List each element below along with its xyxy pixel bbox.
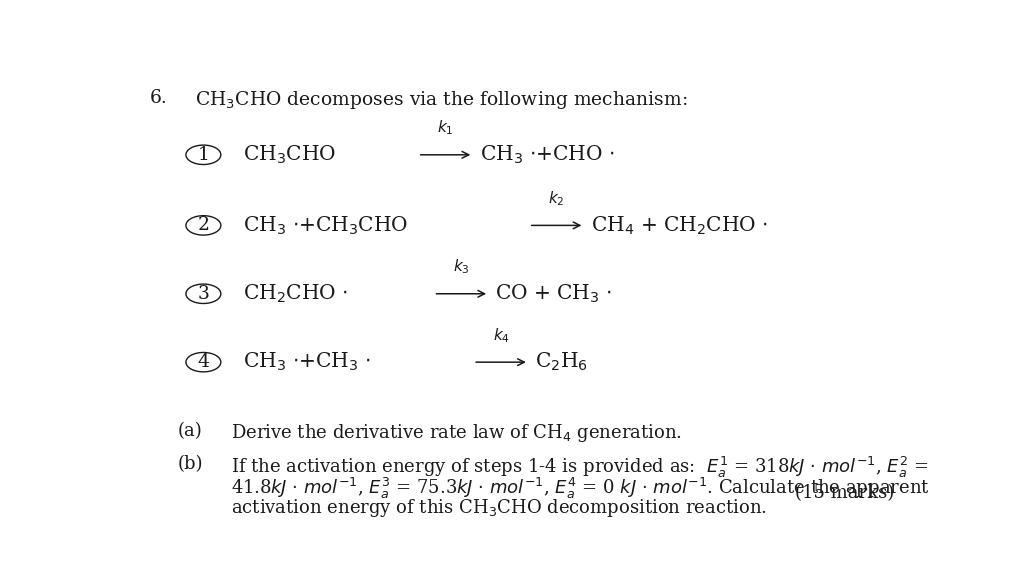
Text: C$_2$H$_6$: C$_2$H$_6$ [536,351,588,374]
Text: (b): (b) [178,455,204,473]
Text: (a): (a) [178,422,203,439]
Text: 4: 4 [198,353,209,371]
Text: CH$_2$CHO $\cdot$: CH$_2$CHO $\cdot$ [243,282,348,305]
Text: activation energy of this CH$_3$CHO decomposition reaction.: activation energy of this CH$_3$CHO deco… [231,497,767,519]
Text: 1: 1 [198,146,209,164]
Text: CH$_3$CHO decomposes via the following mechanism:: CH$_3$CHO decomposes via the following m… [196,89,688,111]
Text: CH$_4$ + CH$_2$CHO $\cdot$: CH$_4$ + CH$_2$CHO $\cdot$ [591,214,768,237]
Text: CH$_3$CHO: CH$_3$CHO [243,144,336,166]
Text: (15 marks): (15 marks) [795,484,894,502]
Text: 6.: 6. [151,89,168,107]
Text: 41.8$kJ$ $\cdot$ $mol^{-1}$, $E_a^3$ = 75.3$kJ$ $\cdot$ $mol^{-1}$, $E_a^4$ = 0 : 41.8$kJ$ $\cdot$ $mol^{-1}$, $E_a^3$ = 7… [231,476,930,501]
Text: CH$_3$ $\cdot$+CHO $\cdot$: CH$_3$ $\cdot$+CHO $\cdot$ [479,144,614,166]
Text: CH$_3$ $\cdot$+CH$_3$ $\cdot$: CH$_3$ $\cdot$+CH$_3$ $\cdot$ [243,351,371,374]
Text: 3: 3 [198,285,209,303]
Text: CH$_3$ $\cdot$+CH$_3$CHO: CH$_3$ $\cdot$+CH$_3$CHO [243,214,409,237]
Text: $k_1$: $k_1$ [437,119,454,137]
Text: CO + CH$_3$ $\cdot$: CO + CH$_3$ $\cdot$ [496,282,612,305]
Text: Derive the derivative rate law of CH$_4$ generation.: Derive the derivative rate law of CH$_4$… [231,422,682,444]
Text: If the activation energy of steps 1-4 is provided as:  $E_a^1$ = 318$kJ$ $\cdot$: If the activation energy of steps 1-4 is… [231,455,929,480]
Text: 2: 2 [198,217,209,234]
Text: $k_2$: $k_2$ [548,189,565,208]
Text: $k_4$: $k_4$ [493,326,510,344]
Text: $k_3$: $k_3$ [453,257,470,276]
